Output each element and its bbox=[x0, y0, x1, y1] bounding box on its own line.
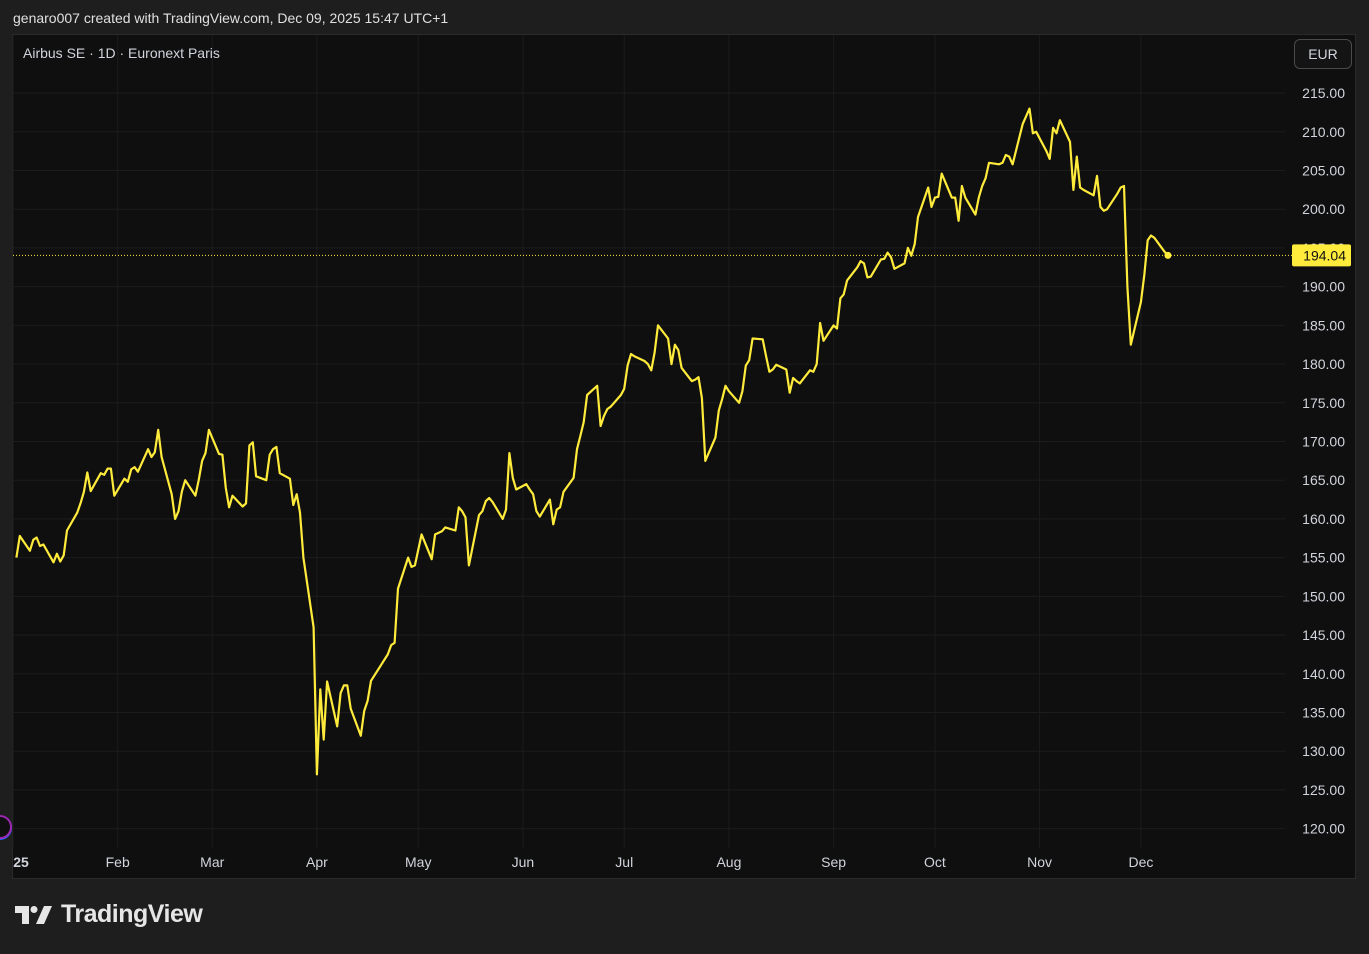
y-tick-label: 210.00 bbox=[1302, 124, 1345, 140]
y-tick-label: 175.00 bbox=[1302, 395, 1345, 411]
x-tick-label: Feb bbox=[106, 854, 130, 870]
y-tick-label: 170.00 bbox=[1302, 434, 1345, 450]
chart-pane[interactable] bbox=[12, 34, 1356, 879]
price-series-line bbox=[15, 107, 1169, 776]
time-axis[interactable]: 25 Feb Mar Apr May Jun Jul Aug Sep Oct Nov Dec bbox=[13, 854, 1153, 870]
brand-name: TradingView bbox=[61, 900, 203, 928]
x-tick-label: Jul bbox=[615, 854, 633, 870]
y-tick-label: 165.00 bbox=[1302, 472, 1345, 488]
y-tick-label: 200.00 bbox=[1302, 201, 1345, 217]
y-tick-label: 125.00 bbox=[1302, 782, 1345, 798]
currency-button[interactable]: EUR bbox=[1294, 39, 1352, 69]
y-tick-label: 135.00 bbox=[1302, 705, 1345, 721]
tradingview-logo[interactable]: TradingView bbox=[15, 900, 203, 929]
symbol-legend[interactable]: Airbus SE · 1D · Euronext Paris bbox=[23, 45, 220, 61]
y-tick-label: 150.00 bbox=[1302, 588, 1345, 604]
y-tick-label: 160.00 bbox=[1302, 511, 1345, 527]
y-tick-label: 140.00 bbox=[1302, 666, 1345, 682]
x-tick-label: Oct bbox=[924, 854, 946, 870]
y-tick-label: 205.00 bbox=[1302, 163, 1345, 179]
y-tick-label: 215.00 bbox=[1302, 85, 1345, 101]
x-tick-label: 25 bbox=[13, 854, 29, 870]
last-price-dot bbox=[1164, 251, 1172, 259]
y-tick-label: 180.00 bbox=[1302, 356, 1345, 372]
x-tick-label: Sep bbox=[821, 854, 846, 870]
y-tick-label: 120.00 bbox=[1302, 821, 1345, 837]
x-tick-label: Apr bbox=[306, 854, 328, 870]
y-tick-label: 190.00 bbox=[1302, 279, 1345, 295]
x-tick-label: May bbox=[405, 854, 431, 870]
x-tick-label: Aug bbox=[716, 854, 741, 870]
x-tick-label: Mar bbox=[200, 854, 224, 870]
x-tick-label: Dec bbox=[1128, 854, 1153, 870]
x-tick-label: Jun bbox=[512, 854, 535, 870]
chart-caption: genaro007 created with TradingView.com, … bbox=[13, 10, 449, 26]
y-tick-label: 145.00 bbox=[1302, 627, 1345, 643]
last-price-value: 194.04 bbox=[1303, 247, 1346, 263]
y-tick-label: 130.00 bbox=[1302, 743, 1345, 759]
tradingview-logo-icon bbox=[15, 905, 52, 924]
y-tick-label: 155.00 bbox=[1302, 550, 1345, 566]
lightning-icon[interactable] bbox=[0, 815, 12, 839]
price-axis[interactable]: 120.00 125.00 130.00 135.00 140.00 145.00 150.… bbox=[1302, 85, 1345, 837]
last-price-label: 194.04 bbox=[1292, 244, 1351, 267]
grid bbox=[12, 35, 1285, 848]
events-row: EDEEE bbox=[0, 815, 12, 840]
y-tick-label: 185.00 bbox=[1302, 317, 1345, 333]
x-tick-label: Nov bbox=[1027, 854, 1052, 870]
